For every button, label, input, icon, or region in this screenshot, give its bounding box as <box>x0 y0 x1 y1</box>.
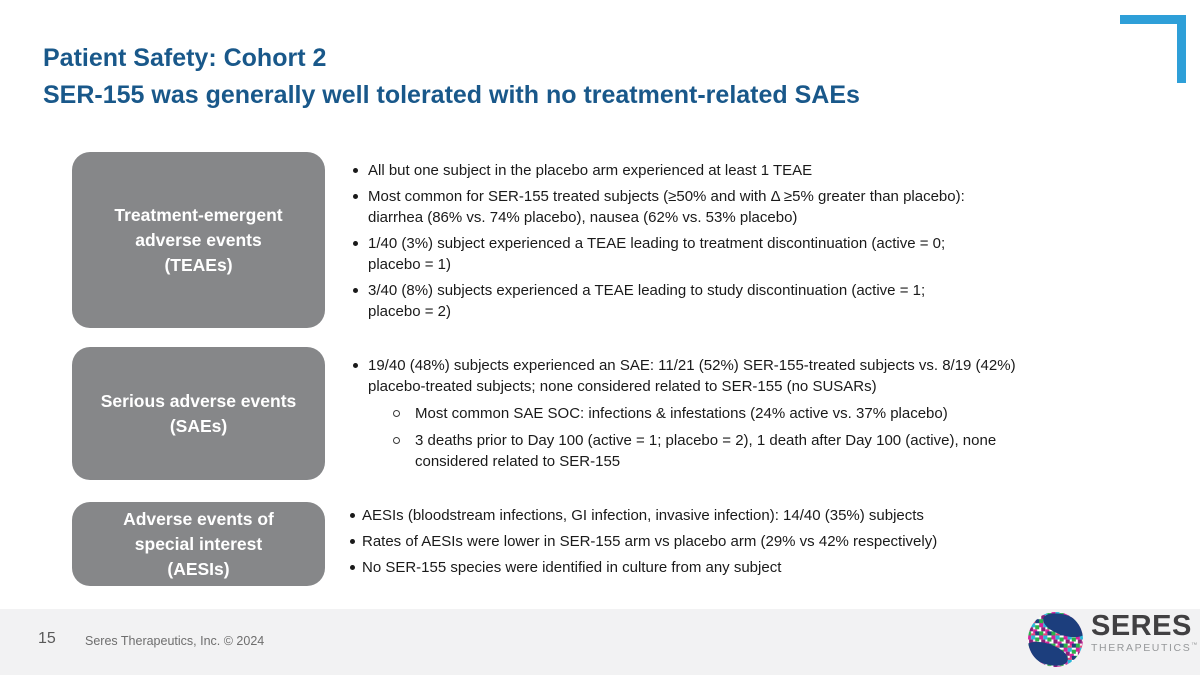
sae-sub-bullet-2: 3 deaths prior to Day 100 (active = 1; p… <box>345 430 1155 472</box>
seres-wordmark: SERES THERAPEUTICS™ <box>1091 611 1197 654</box>
teae-bullet-list: All but one subject in the placebo arm e… <box>345 160 1155 327</box>
aesi-label-box: Adverse events of special interest (AESI… <box>72 502 325 586</box>
therapeutics-text: THERAPEUTICS <box>1091 642 1192 654</box>
slide-title-line-1: Patient Safety: Cohort 2 <box>43 44 327 72</box>
seres-logo: SERES THERAPEUTICS™ <box>1027 611 1197 668</box>
teae-bullet-1: All but one subject in the placebo arm e… <box>345 160 1155 181</box>
corner-bracket-decoration <box>1120 15 1186 83</box>
page-number: 15 <box>38 630 56 647</box>
teae-bullet-4: 3/40 (8%) subjects experienced a TEAE le… <box>345 280 1155 322</box>
seres-brand-text: SERES <box>1091 610 1192 642</box>
sae-bullet-1: 19/40 (48%) subjects experienced an SAE:… <box>345 355 1155 397</box>
sae-bullet-list: 19/40 (48%) subjects experienced an SAE:… <box>345 355 1155 477</box>
seres-globe-icon <box>1028 612 1083 667</box>
seres-sub-brand-text: THERAPEUTICS™ <box>1091 642 1197 654</box>
sae-label-box: Serious adverse events (SAEs) <box>72 347 325 480</box>
teae-label-box: Treatment-emergent adverse events (TEAEs… <box>72 152 325 328</box>
slide-title-line-2: SER-155 was generally well tolerated wit… <box>43 81 860 109</box>
sae-sub-bullet-1: Most common SAE SOC: infections & infest… <box>345 403 1155 424</box>
teae-bullet-2: Most common for SER-155 treated subjects… <box>345 186 1155 228</box>
aesi-bullet-2: Rates of AESIs were lower in SER-155 arm… <box>345 531 1155 552</box>
aesi-bullet-list: AESIs (bloodstream infections, GI infect… <box>345 505 1155 583</box>
copyright-text: Seres Therapeutics, Inc. © 2024 <box>85 634 265 648</box>
aesi-bullet-1: AESIs (bloodstream infections, GI infect… <box>345 505 1155 526</box>
footer-band <box>0 609 1200 675</box>
teae-bullet-3: 1/40 (3%) subject experienced a TEAE lea… <box>345 233 1155 275</box>
slide-header: Patient Safety: Cohort 2 SER-155 was gen… <box>43 40 860 114</box>
aesi-bullet-3: No SER-155 species were identified in cu… <box>345 557 1155 578</box>
trademark-symbol: ™ <box>1191 642 1198 649</box>
